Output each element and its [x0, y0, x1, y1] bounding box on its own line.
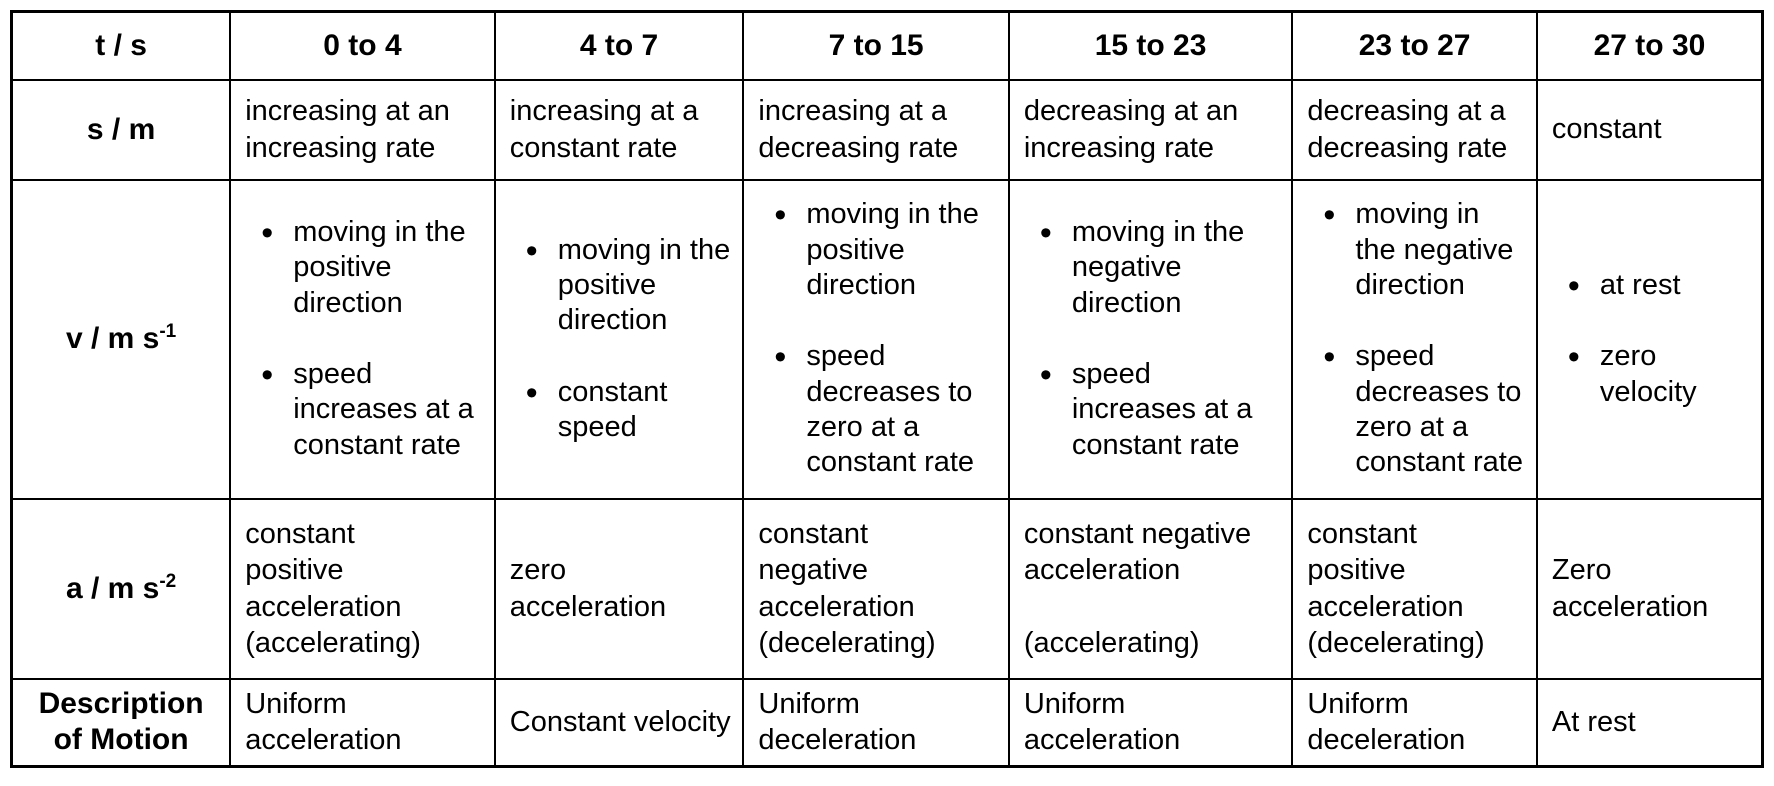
bullet-item: speed increases at a constant rate	[261, 355, 484, 463]
velocity-unit-superscript: -1	[159, 321, 177, 342]
bullet-item: moving in the positive direction	[261, 213, 484, 321]
description-cell-15-23: Uniform acceleration	[1007, 677, 1294, 768]
velocity-bullet-list: moving in the negative direction speed d…	[1307, 195, 1526, 481]
displacement-row-label: s / m	[10, 78, 232, 181]
velocity-bullet-list: at rest zero velocity	[1552, 266, 1751, 410]
description-row: Description of Motion Uniform accelerati…	[10, 677, 1764, 768]
acceleration-cell-4-7: zero acceleration	[493, 497, 745, 680]
acceleration-row: a / m s-2 constant positive acceleration…	[10, 497, 1764, 680]
velocity-cell-27-30: at rest zero velocity	[1535, 178, 1764, 500]
acceleration-unit-superscript: -2	[159, 570, 177, 592]
velocity-row: v / m s-1 moving in the positive directi…	[10, 178, 1764, 500]
time-header-0-4: 0 to 4	[229, 10, 496, 81]
description-cell-7-15: Uniform deceleration	[742, 677, 1010, 768]
acceleration-unit-label: a / m s	[65, 571, 160, 605]
time-header-27-30: 27 to 30	[1535, 10, 1764, 81]
bullet-item: moving in the negative direction	[1323, 195, 1526, 303]
velocity-bullet-list: moving in the positive direction speed i…	[245, 213, 484, 463]
displacement-cell-7-15: increasing at a decreasing rate	[742, 78, 1010, 181]
acceleration-cell-0-4: constant positive acceleration (accelera…	[229, 497, 496, 680]
velocity-cell-15-23: moving in the negative direction speed i…	[1007, 178, 1294, 500]
displacement-cell-0-4: increasing at an increasing rate	[229, 78, 496, 181]
velocity-cell-4-7: moving in the positive direction constan…	[493, 178, 745, 500]
bullet-item: zero velocity	[1568, 337, 1751, 410]
motion-table-container: t / s 0 to 4 4 to 7 7 to 15 15 to 23 23 …	[10, 10, 1764, 768]
time-header-4-7: 4 to 7	[493, 10, 745, 81]
bullet-item: speed increases at a constant rate	[1040, 355, 1281, 463]
displacement-unit-label: s / m	[86, 112, 156, 146]
time-header-23-27: 23 to 27	[1291, 10, 1538, 81]
displacement-cell-15-23: decreasing at an increasing rate	[1007, 78, 1294, 181]
time-header-row: t / s 0 to 4 4 to 7 7 to 15 15 to 23 23 …	[10, 10, 1764, 81]
acceleration-cell-15-23: constant negative acceleration (accelera…	[1007, 497, 1294, 680]
displacement-cell-27-30: constant	[1535, 78, 1764, 181]
bullet-item: moving in the negative direction	[1040, 213, 1281, 321]
description-cell-23-27: Uniform deceleration	[1291, 677, 1538, 768]
description-cell-27-30: At rest	[1535, 677, 1764, 768]
description-cell-0-4: Uniform acceleration	[229, 677, 496, 768]
displacement-cell-23-27: decreasing at a decreasing rate	[1291, 78, 1538, 181]
acceleration-row-label: a / m s-2	[10, 497, 232, 680]
time-header-15-23: 15 to 23	[1007, 10, 1294, 81]
velocity-bullet-list: moving in the positive direction constan…	[510, 231, 733, 446]
velocity-cell-0-4: moving in the positive direction speed i…	[229, 178, 496, 500]
bullet-item: at rest	[1568, 266, 1751, 308]
motion-description-table: t / s 0 to 4 4 to 7 7 to 15 15 to 23 23 …	[10, 10, 1764, 768]
bullet-item: speed decreases to zero at a constant ra…	[774, 337, 997, 481]
velocity-row-label: v / m s-1	[10, 178, 232, 500]
velocity-bullet-list: moving in the negative direction speed i…	[1024, 213, 1281, 463]
displacement-row: s / m increasing at an increasing rate i…	[10, 78, 1764, 181]
bullet-item: moving in the positive direction	[774, 195, 997, 303]
bullet-item: constant speed	[526, 373, 733, 446]
description-row-label: Description of Motion	[10, 677, 232, 768]
displacement-cell-4-7: increasing at a constant rate	[493, 78, 745, 181]
time-header-7-15: 7 to 15	[742, 10, 1010, 81]
description-cell-4-7: Constant velocity	[493, 677, 745, 768]
velocity-cell-7-15: moving in the positive direction speed d…	[742, 178, 1010, 500]
acceleration-cell-27-30: Zero acceleration	[1535, 497, 1764, 680]
acceleration-cell-23-27: constant positive acceleration (decelera…	[1291, 497, 1538, 680]
velocity-unit-label: v / m s	[65, 322, 160, 355]
bullet-item: moving in the positive direction	[526, 231, 733, 339]
bullet-item: speed decreases to zero at a constant ra…	[1323, 337, 1526, 481]
velocity-cell-23-27: moving in the negative direction speed d…	[1291, 178, 1538, 500]
acceleration-cell-7-15: constant negative acceleration (decelera…	[742, 497, 1010, 680]
corner-label-time: t / s	[10, 10, 232, 81]
velocity-bullet-list: moving in the positive direction speed d…	[758, 195, 997, 481]
